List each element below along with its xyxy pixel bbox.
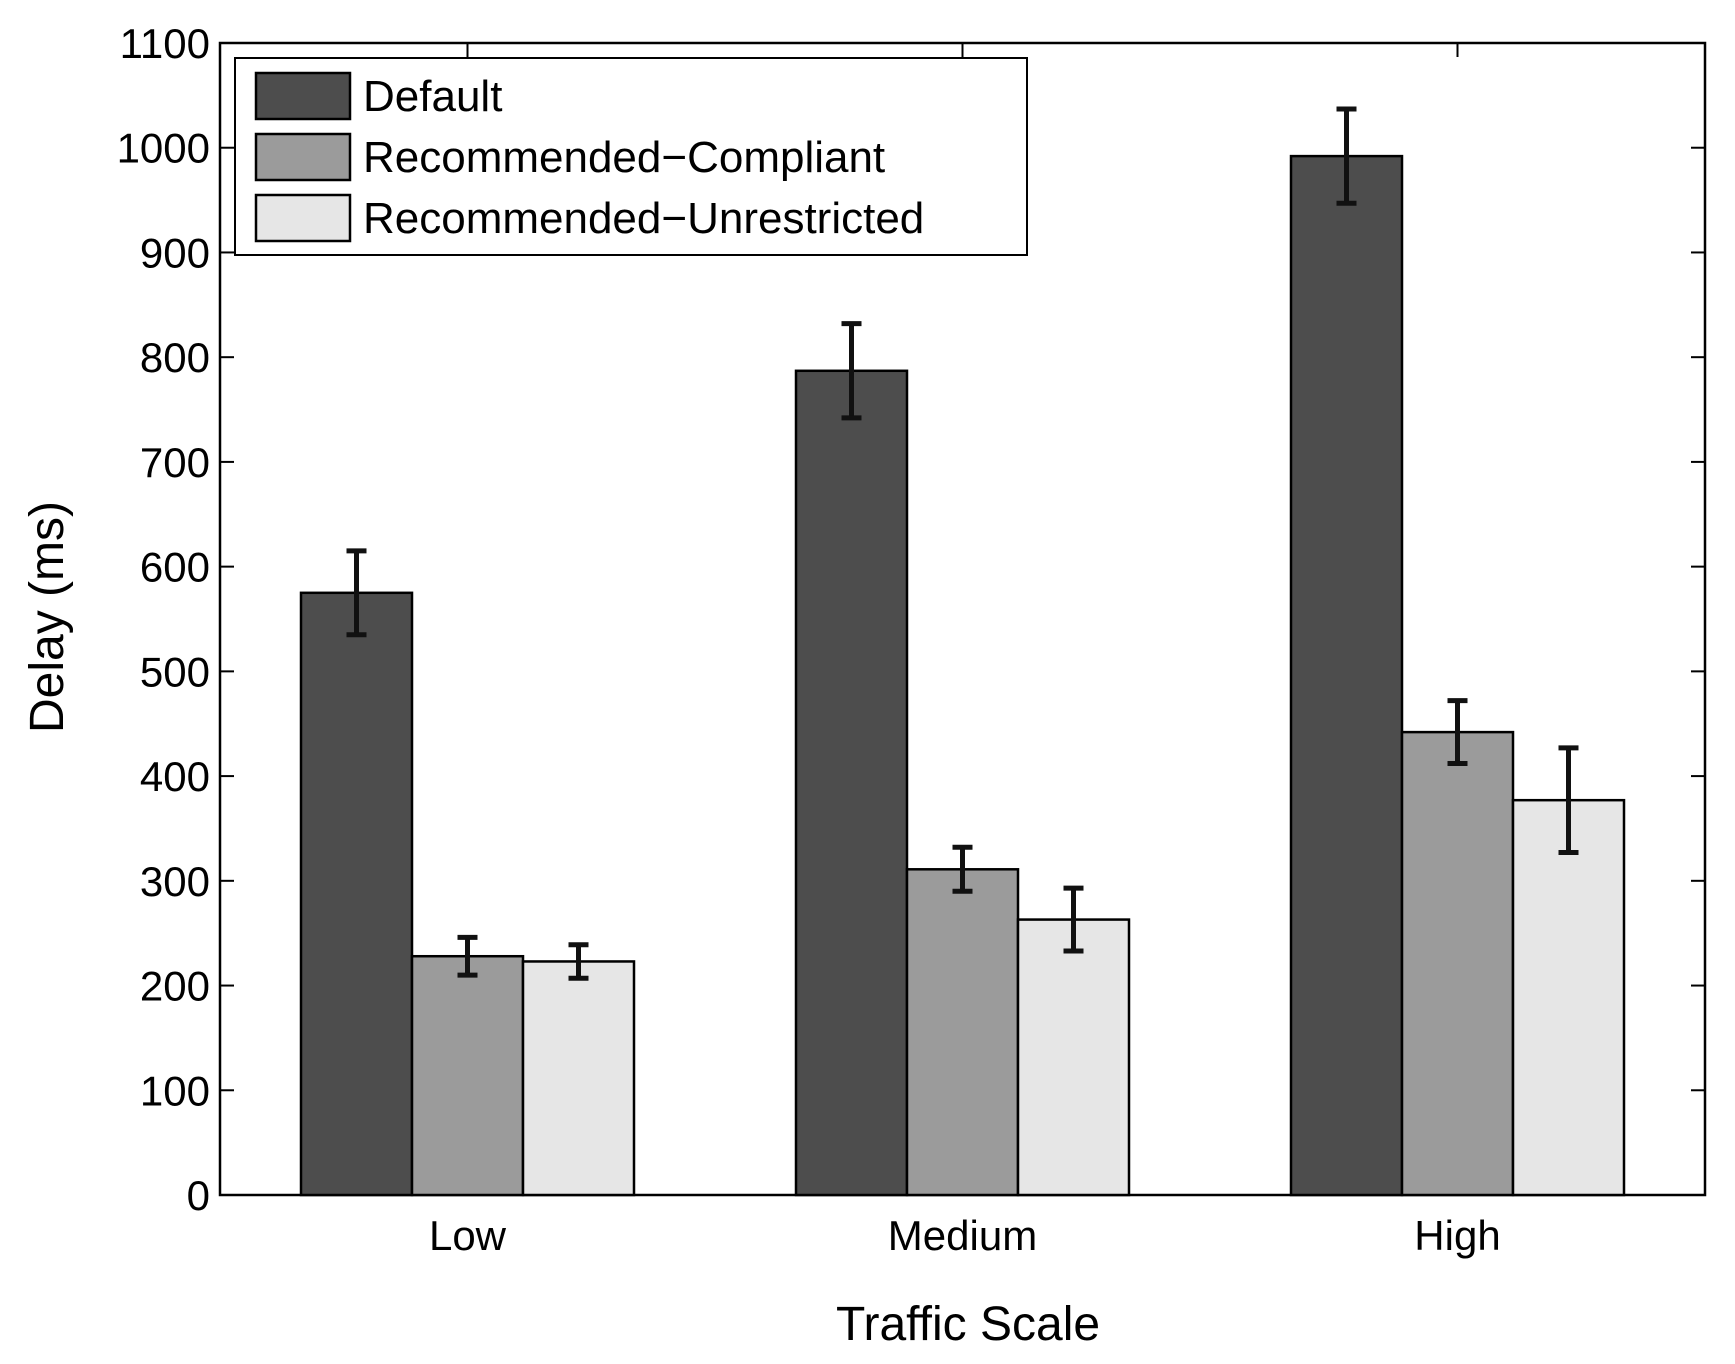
x-tick-label: Medium: [888, 1212, 1037, 1259]
legend-swatch: [254, 71, 352, 121]
bar: [1289, 154, 1404, 1197]
legend-swatch: [254, 132, 352, 182]
bar: [410, 954, 525, 1197]
plot-area: 0 100 200 300 400 500 600 700 800 900 1000 1100 Low M…: [117, 20, 1707, 1259]
bar: [794, 369, 909, 1197]
x-tick-label: High: [1414, 1212, 1500, 1259]
legend-label: Recommended−Compliant: [363, 133, 885, 182]
y-tick-label: 400: [140, 753, 210, 800]
bar: [1511, 798, 1626, 1197]
y-tick-label: 200: [140, 963, 210, 1010]
y-tick-label: 0: [187, 1172, 210, 1219]
legend-label: Recommended−Unrestricted: [363, 194, 924, 243]
y-axis-title: Delay (ms): [21, 501, 74, 733]
bar: [521, 960, 636, 1197]
bar: [1016, 918, 1131, 1197]
legend-box: [234, 57, 1028, 256]
bar: [1400, 730, 1515, 1197]
legend-label: Default: [363, 72, 502, 121]
x-tick-label: Low: [429, 1212, 507, 1259]
y-tick-label: 100: [140, 1067, 210, 1114]
x-axis-title: Traffic Scale: [836, 1298, 1100, 1351]
y-tick-label: 1100: [120, 20, 210, 67]
y-tick-label: 600: [140, 544, 210, 591]
y-tick-label: 300: [140, 858, 210, 905]
legend: Default Recommended−Compliant Recommended−…: [234, 57, 1028, 256]
y-tick-label: 700: [140, 439, 210, 486]
legend-swatch: [254, 193, 352, 243]
y-tick-label: 900: [140, 229, 210, 276]
bar: [299, 591, 414, 1197]
bar: [905, 868, 1020, 1197]
y-tick-label: 1000: [117, 125, 210, 172]
y-tick-label: 500: [140, 648, 210, 695]
y-tick-label: 800: [140, 334, 210, 381]
